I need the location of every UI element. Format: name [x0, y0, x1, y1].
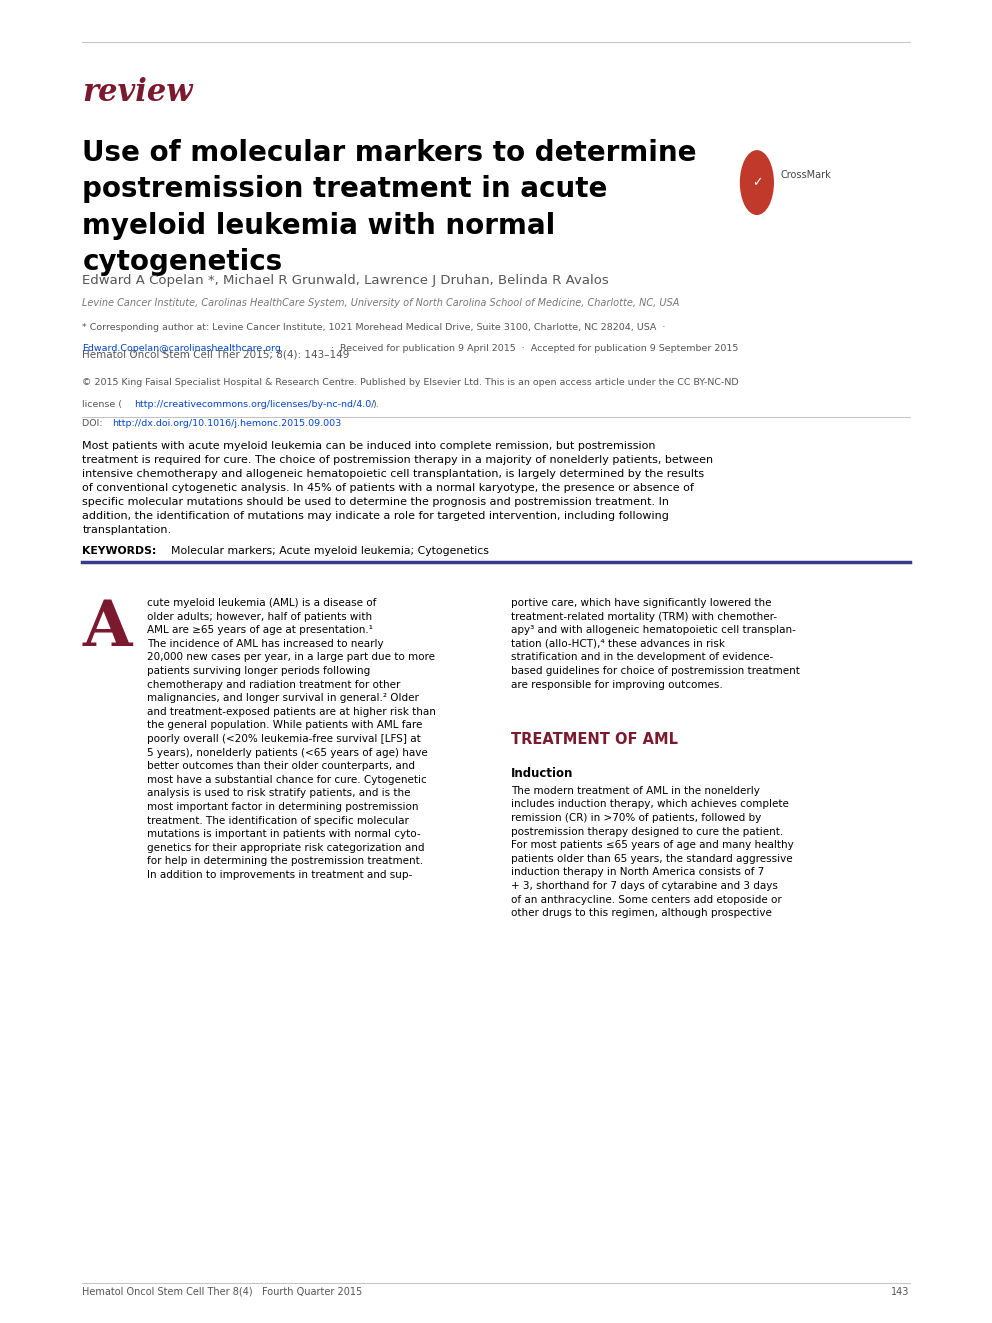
- Text: ·  Received for publication 9 April 2015  ·  Accepted for publication 9 Septembe: · Received for publication 9 April 2015 …: [325, 344, 739, 353]
- Text: A: A: [82, 598, 132, 659]
- Text: * Corresponding author at: Levine Cancer Institute, 1021 Morehead Medical Drive,: * Corresponding author at: Levine Cancer…: [82, 323, 666, 332]
- Text: KEYWORDS:: KEYWORDS:: [82, 546, 157, 557]
- Text: http://creativecommons.org/licenses/by-nc-nd/4.0/: http://creativecommons.org/licenses/by-n…: [134, 400, 374, 409]
- Text: http://dx.doi.org/10.1016/j.hemonc.2015.09.003: http://dx.doi.org/10.1016/j.hemonc.2015.…: [112, 419, 341, 429]
- Text: DOI:: DOI:: [82, 419, 106, 429]
- Text: Most patients with acute myeloid leukemia can be induced into complete remission: Most patients with acute myeloid leukemi…: [82, 441, 713, 534]
- Text: cute myeloid leukemia (AML) is a disease of
older adults; however, half of patie: cute myeloid leukemia (AML) is a disease…: [147, 598, 435, 880]
- Text: ✓: ✓: [752, 176, 762, 189]
- Text: Induction: Induction: [511, 767, 573, 781]
- Text: Hematol Oncol Stem Cell Ther 2015; 8(4): 143–149: Hematol Oncol Stem Cell Ther 2015; 8(4):…: [82, 349, 350, 360]
- Ellipse shape: [740, 151, 774, 214]
- Text: The modern treatment of AML in the nonelderly
includes induction therapy, which : The modern treatment of AML in the nonel…: [511, 786, 794, 918]
- Text: Edward A Copelan *, Michael R Grunwald, Lawrence J Druhan, Belinda R Avalos: Edward A Copelan *, Michael R Grunwald, …: [82, 274, 609, 287]
- Text: portive care, which have significantly lowered the
treatment-related mortality (: portive care, which have significantly l…: [511, 598, 800, 689]
- Text: © 2015 King Faisal Specialist Hospital & Research Centre. Published by Elsevier : © 2015 King Faisal Specialist Hospital &…: [82, 378, 739, 388]
- Text: 143: 143: [891, 1286, 910, 1297]
- Text: TREATMENT OF AML: TREATMENT OF AML: [511, 732, 678, 746]
- Text: Edward.Copelan@carolinashealthcare.org: Edward.Copelan@carolinashealthcare.org: [82, 344, 281, 353]
- Text: Molecular markers; Acute myeloid leukemia; Cytogenetics: Molecular markers; Acute myeloid leukemi…: [164, 546, 488, 557]
- Text: license (: license (: [82, 400, 122, 409]
- Text: Levine Cancer Institute, Carolinas HealthCare System, University of North Caroli: Levine Cancer Institute, Carolinas Healt…: [82, 298, 680, 308]
- Text: CrossMark: CrossMark: [781, 169, 831, 180]
- Text: Hematol Oncol Stem Cell Ther 8(4)   Fourth Quarter 2015: Hematol Oncol Stem Cell Ther 8(4) Fourth…: [82, 1286, 363, 1297]
- Text: review: review: [82, 77, 192, 107]
- Text: ).: ).: [372, 400, 379, 409]
- Text: Use of molecular markers to determine
postremission treatment in acute
myeloid l: Use of molecular markers to determine po…: [82, 139, 696, 277]
